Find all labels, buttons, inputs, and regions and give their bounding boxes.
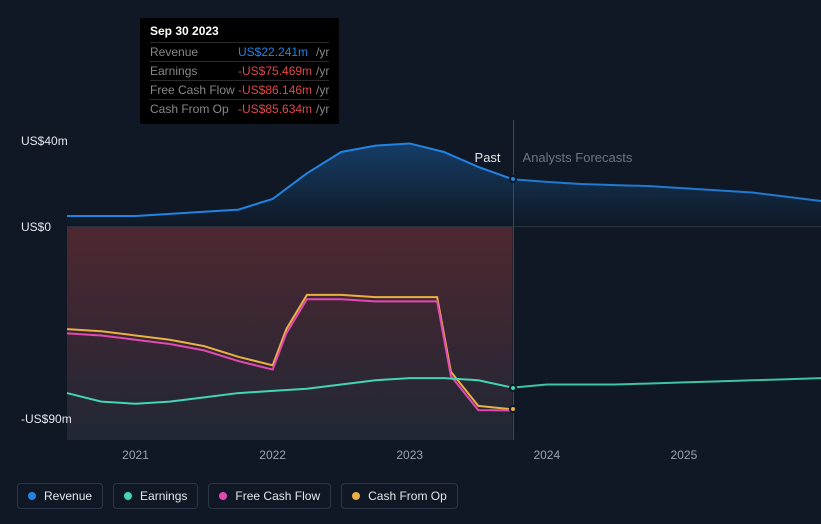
legend-label: Revenue [44,489,92,503]
financials-chart: US$40m US$0 -US$90m Past Analysts Forecast… [17,120,804,450]
series-marker [509,175,517,183]
tooltip-row-label: Revenue [150,45,238,59]
tooltip-row-unit: /yr [316,64,329,78]
tooltip-row-value: -US$86.146m [238,83,316,97]
legend-item[interactable]: Revenue [17,483,103,509]
x-axis-label: 2022 [259,448,286,462]
tooltip-row: Earnings -US$75.469m /yr [150,61,329,80]
chart-plot[interactable] [17,120,821,445]
tooltip-row-unit: /yr [316,102,329,116]
legend-label: Free Cash Flow [235,489,320,503]
y-axis-label: -US$90m [21,412,72,426]
legend-dot-icon [28,492,36,500]
series-marker [509,384,517,392]
chart-tooltip: Sep 30 2023 Revenue US$22.241m /yrEarnin… [140,18,339,124]
tooltip-row-label: Earnings [150,64,238,78]
legend-item[interactable]: Free Cash Flow [208,483,331,509]
tooltip-row-unit: /yr [316,83,329,97]
tooltip-date: Sep 30 2023 [150,24,329,42]
section-label-past: Past [475,150,501,165]
legend-label: Cash From Op [368,489,447,503]
tooltip-row: Free Cash Flow -US$86.146m /yr [150,80,329,99]
chart-legend: Revenue Earnings Free Cash Flow Cash From O… [17,483,458,509]
tooltip-row-unit: /yr [316,45,329,59]
x-axis-label: 2023 [396,448,423,462]
tooltip-row: Cash From Op -US$85.634m /yr [150,99,329,118]
y-axis-label: US$0 [21,220,51,234]
y-axis-label: US$40m [21,134,68,148]
section-label-future: Analysts Forecasts [523,150,633,165]
tooltip-row: Revenue US$22.241m /yr [150,42,329,61]
x-axis-label: 2025 [671,448,698,462]
legend-label: Earnings [140,489,187,503]
tooltip-row-value: -US$85.634m [238,102,316,116]
now-vline [513,120,514,440]
tooltip-row-label: Cash From Op [150,102,238,116]
legend-dot-icon [219,492,227,500]
series-marker [509,405,517,413]
tooltip-row-label: Free Cash Flow [150,83,238,97]
legend-item[interactable]: Earnings [113,483,198,509]
legend-dot-icon [352,492,360,500]
tooltip-row-value: -US$75.469m [238,64,316,78]
legend-dot-icon [124,492,132,500]
tooltip-row-value: US$22.241m [238,45,316,59]
x-axis-label: 2024 [533,448,560,462]
x-axis-label: 2021 [122,448,149,462]
legend-item[interactable]: Cash From Op [341,483,458,509]
